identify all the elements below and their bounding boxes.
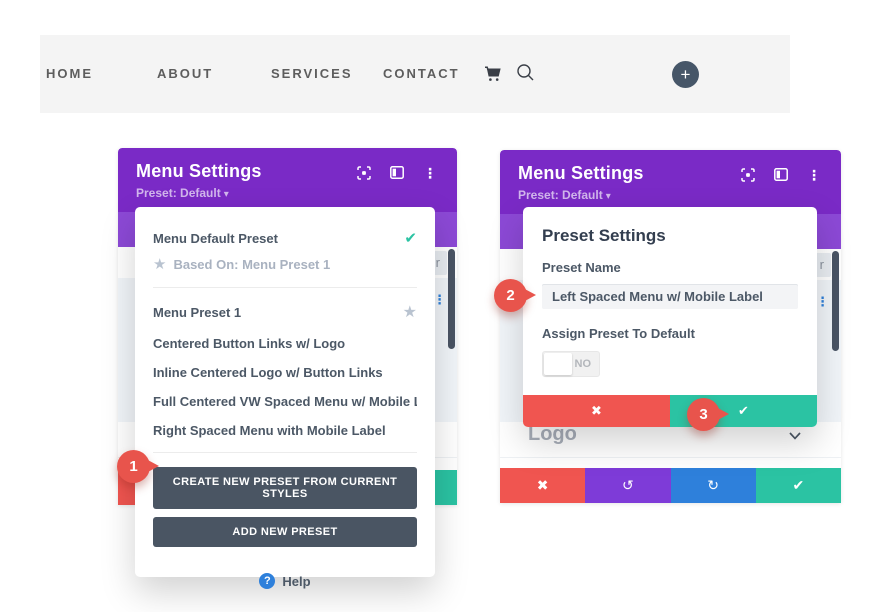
panel-layout-icon[interactable]: [774, 168, 788, 182]
focus-mode-icon[interactable]: [741, 168, 755, 182]
preset-selector[interactable]: Preset: Default ▾: [136, 186, 229, 200]
modal-footer: ✖ ↺ ↻ ✔: [500, 468, 841, 503]
caret-down-icon: ▾: [223, 189, 229, 200]
field-options-icon[interactable]: ⋮: [816, 294, 829, 309]
check-icon: ✔: [404, 230, 417, 247]
add-new-preset-button[interactable]: ADD NEW PRESET: [153, 517, 417, 547]
toggle-knob: [544, 353, 572, 375]
default-preset-row[interactable]: Menu Default Preset ✔: [153, 229, 417, 247]
help-link[interactable]: ? Help: [153, 573, 417, 589]
modal-scrollbar[interactable]: [448, 249, 455, 349]
based-on-label: Based On: Menu Preset 1: [173, 256, 331, 272]
caret-down-icon: ▾: [605, 191, 611, 202]
preset-label: Menu Preset 1: [153, 304, 242, 320]
panel-layout-icon[interactable]: [390, 166, 404, 180]
field-options-icon[interactable]: ⋮: [433, 292, 446, 307]
preset-settings-dialog: Preset Settings Preset Name Assign Prese…: [523, 207, 817, 427]
dialog-footer: ✖ ✔: [523, 395, 817, 427]
preset-item-menu-preset-1[interactable]: Menu Preset 1 ★: [153, 302, 417, 322]
add-button[interactable]: +: [672, 61, 699, 88]
preset-item[interactable]: Inline Centered Logo w/ Button Links: [153, 365, 383, 380]
discard-button[interactable]: ✖: [500, 468, 586, 503]
callout-badge-2: 2: [494, 279, 536, 312]
modal-title: Menu Settings: [518, 163, 644, 183]
logo-section-toggle[interactable]: Logo: [528, 423, 577, 445]
kebab-menu-icon[interactable]: ⋮: [423, 165, 437, 181]
cancel-button[interactable]: ✖: [523, 395, 670, 427]
callout-badge-3: 3: [687, 398, 729, 431]
based-on-row: ★ Based On: Menu Preset 1: [153, 255, 417, 273]
cart-icon[interactable]: [484, 65, 502, 83]
nav-item-services[interactable]: SERVICES: [271, 66, 353, 81]
assign-default-toggle[interactable]: NO: [542, 351, 600, 377]
default-preset-label: Menu Default Preset: [153, 230, 278, 246]
toggle-state-label: NO: [574, 358, 592, 370]
assign-default-label: Assign Preset To Default: [542, 326, 695, 341]
chevron-down-icon[interactable]: [789, 432, 801, 440]
preset-dropdown: Menu Default Preset ✔ ★ Based On: Menu P…: [135, 207, 435, 589]
create-new-preset-button[interactable]: CREATE NEW PRESET FROM CURRENT STYLES: [153, 467, 417, 509]
preset-item[interactable]: Full Centered VW Spaced Menu w/ Mobile L…: [153, 394, 417, 409]
logo-section: Logo: [500, 422, 841, 470]
nav-item-contact[interactable]: CONTACT: [383, 66, 460, 81]
preset-selector[interactable]: Preset: Default ▾: [518, 188, 611, 202]
save-button[interactable]: ✔: [755, 468, 841, 503]
focus-mode-icon[interactable]: [357, 166, 371, 180]
dialog-title: Preset Settings: [542, 226, 666, 245]
nav-item-home[interactable]: HOME: [46, 66, 93, 81]
star-icon[interactable]: ★: [402, 304, 417, 321]
star-icon: ★: [153, 256, 167, 273]
search-icon[interactable]: [516, 63, 535, 82]
preset-name-label: Preset Name: [542, 260, 621, 275]
undo-button[interactable]: ↺: [585, 468, 671, 503]
preset-name-input[interactable]: [542, 284, 798, 309]
help-icon: ?: [259, 573, 276, 589]
divider: [153, 452, 417, 453]
divider: [153, 287, 417, 288]
callout-badge-1: 1: [117, 450, 159, 483]
modal-header: Menu Settings Preset: Default ▾ ⋮: [500, 150, 841, 214]
modal-header: Menu Settings Preset: Default ▾ ⋮: [118, 148, 457, 212]
kebab-menu-icon[interactable]: ⋮: [807, 167, 821, 183]
preset-item[interactable]: Right Spaced Menu with Mobile Label: [153, 423, 386, 438]
redo-button[interactable]: ↻: [670, 468, 756, 503]
modal-scrollbar[interactable]: [832, 251, 839, 351]
nav-item-about[interactable]: ABOUT: [157, 66, 214, 81]
modal-title: Menu Settings: [136, 161, 262, 181]
top-navigation: HOME ABOUT SERVICES CONTACT +: [40, 35, 790, 113]
help-label: Help: [282, 573, 311, 589]
preset-item[interactable]: Centered Button Links w/ Logo: [153, 336, 346, 351]
